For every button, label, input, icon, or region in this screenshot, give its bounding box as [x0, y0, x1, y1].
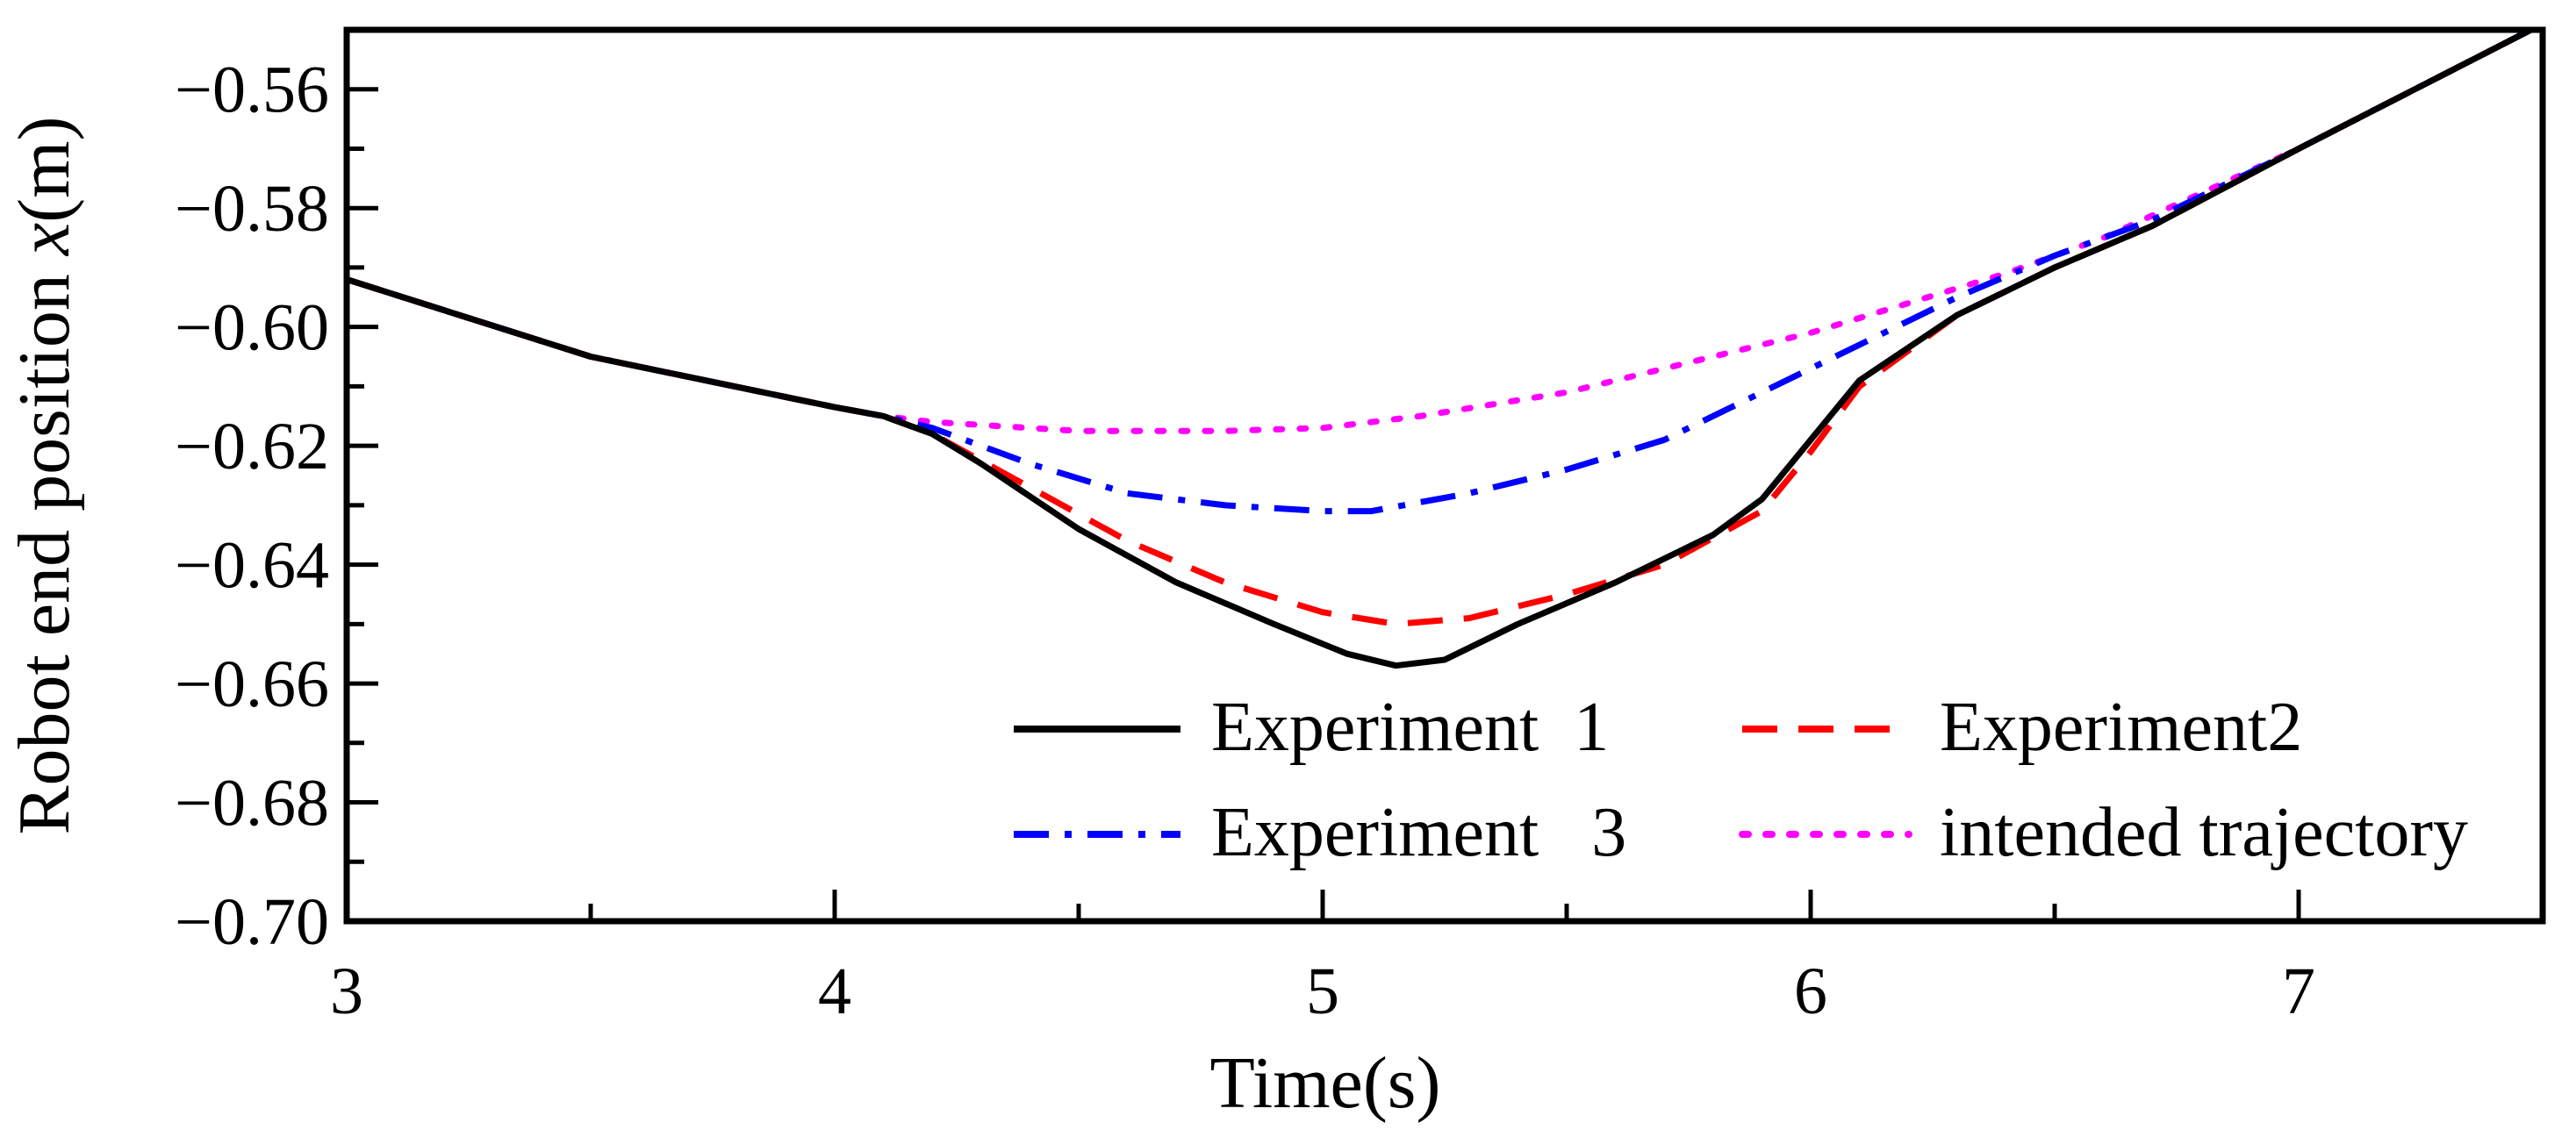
y-axis-title-prefix: Robot end position — [4, 255, 85, 834]
y-axis-title-variable: x — [4, 223, 85, 257]
legend-label-1: Experiment 1 — [1211, 689, 1609, 766]
legend-label-3: Experiment 3 — [1211, 794, 1626, 871]
series-line-4 — [347, 30, 2538, 434]
x-tick-label: 3 — [330, 955, 363, 1028]
y-axis-title-unit: (m) — [4, 117, 85, 223]
series-line-2 — [347, 30, 2538, 627]
x-axis-title: Time(s) — [1210, 1042, 1441, 1124]
x-tick-label: 6 — [1794, 955, 1827, 1028]
y-tick-label: −0.56 — [175, 54, 329, 127]
y-tick-label: −0.62 — [175, 410, 329, 483]
legend-label-2: Experiment2 — [1940, 689, 2302, 766]
axes-layer: 3 4 5 6 7 −0.56 −0.58 −0.60 −0.62 −0.64 −0.66 −0.68… — [175, 26, 2546, 1028]
x-tick-label: 5 — [1306, 955, 1339, 1028]
legend: Experiment 1 Experiment2 Experiment 3 inten… — [1014, 689, 2468, 871]
x-tick-label: 7 — [2282, 955, 2315, 1028]
y-tick-label: −0.58 — [175, 172, 329, 246]
y-tick-label: −0.66 — [175, 647, 329, 721]
series-line-3 — [347, 30, 2538, 515]
legend-label-4: intended trajectory — [1940, 794, 2468, 871]
y-tick-label: −0.60 — [175, 291, 329, 365]
y-tick-label: −0.68 — [175, 767, 329, 840]
series-line-1 — [347, 30, 2538, 669]
series-layer — [347, 30, 2538, 669]
y-tick-label: −0.70 — [175, 885, 329, 959]
x-tick-label: 4 — [818, 955, 851, 1028]
y-axis-title: Robot end position x(m) — [4, 117, 85, 835]
plot-frame — [343, 26, 2546, 925]
y-tick-label: −0.64 — [175, 529, 329, 603]
